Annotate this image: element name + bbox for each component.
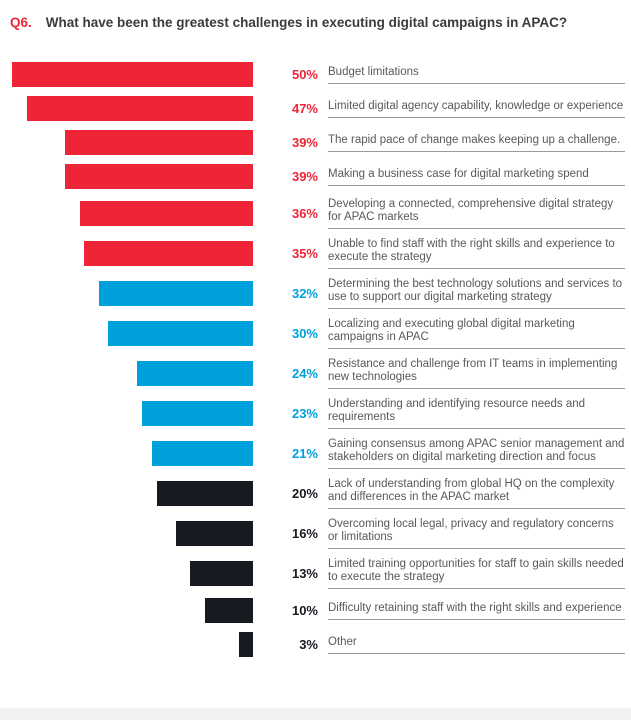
bar-track — [0, 62, 253, 87]
challenge-label: Other — [328, 636, 625, 654]
bar-track — [0, 321, 253, 346]
chart-row: 50% Budget limitations — [0, 62, 631, 87]
challenge-label: Overcoming local legal, privacy and regu… — [328, 518, 625, 549]
chart-row: 13% Limited training opportunities for s… — [0, 558, 631, 589]
percent-label: 50% — [291, 66, 318, 82]
challenge-label: Limited digital agency capability, knowl… — [328, 100, 625, 118]
challenge-label: Developing a connected, comprehensive di… — [328, 198, 625, 229]
chart-row: 39% Making a business case for digital m… — [0, 164, 631, 189]
bar-chart: 50% Budget limitations 47% Limited digit… — [0, 62, 631, 657]
bar — [175, 521, 253, 546]
bar-track — [0, 241, 253, 266]
chart-row: 35% Unable to find staff with the right … — [0, 238, 631, 269]
percent-label: 32% — [291, 285, 318, 301]
bar — [108, 321, 253, 346]
page-title: Q6. What have been the greatest challenge… — [0, 0, 631, 32]
bar-track — [0, 401, 253, 426]
percent-label: 30% — [291, 325, 318, 341]
challenge-label: Making a business case for digital marke… — [328, 168, 625, 186]
percent-label: 24% — [291, 365, 318, 381]
bar — [238, 632, 253, 657]
bar — [98, 281, 253, 306]
bar — [137, 361, 253, 386]
bar-track — [0, 521, 253, 546]
bar — [151, 441, 253, 466]
percent-label: 13% — [291, 565, 318, 581]
challenge-label: Localizing and executing global digital … — [328, 318, 625, 349]
chart-row: 20% Lack of understanding from global HQ… — [0, 478, 631, 509]
bar-track — [0, 281, 253, 306]
percent-label: 39% — [291, 168, 318, 184]
section-divider — [0, 708, 631, 720]
bar-track — [0, 164, 253, 189]
chart-rows: 50% Budget limitations 47% Limited digit… — [0, 62, 631, 657]
bar — [142, 401, 253, 426]
percent-label: 35% — [291, 245, 318, 261]
percent-label: 16% — [291, 525, 318, 541]
chart-row: 36% Developing a connected, comprehensiv… — [0, 198, 631, 229]
chart-row: 21% Gaining consensus among APAC senior … — [0, 438, 631, 469]
percent-label: 47% — [291, 100, 318, 116]
percent-label: 21% — [291, 445, 318, 461]
bar-track — [0, 130, 253, 155]
challenge-label: Resistance and challenge from IT teams i… — [328, 358, 625, 389]
percent-label: 23% — [291, 405, 318, 421]
bar-track — [0, 96, 253, 121]
chart-row: 39% The rapid pace of change makes keepi… — [0, 130, 631, 155]
percent-label: 36% — [291, 205, 318, 221]
bar — [190, 561, 253, 586]
challenge-label: Understanding and identifying resource n… — [328, 398, 625, 429]
bar — [79, 201, 253, 226]
bar — [26, 96, 253, 121]
challenge-label: Lack of understanding from global HQ on … — [328, 478, 625, 509]
percent-label: 3% — [299, 636, 318, 652]
chart-row: 24% Resistance and challenge from IT tea… — [0, 358, 631, 389]
chart-row: 47% Limited digital agency capability, k… — [0, 96, 631, 121]
percent-label: 10% — [291, 602, 318, 618]
chart-row: 10% Difficulty retaining staff with the … — [0, 598, 631, 623]
challenge-label: Limited training opportunities for staff… — [328, 558, 625, 589]
percent-label: 39% — [291, 134, 318, 150]
question-number: Q6. — [10, 15, 32, 30]
bar — [65, 130, 253, 155]
bar-track — [0, 632, 253, 657]
challenge-label: Budget limitations — [328, 66, 625, 84]
bar-track — [0, 441, 253, 466]
bar-track — [0, 361, 253, 386]
challenge-label: The rapid pace of change makes keeping u… — [328, 134, 625, 152]
bar — [204, 598, 253, 623]
bar-track — [0, 561, 253, 586]
bar — [156, 481, 253, 506]
bar-track — [0, 201, 253, 226]
chart-row: 30% Localizing and executing global digi… — [0, 318, 631, 349]
chart-row: 16% Overcoming local legal, privacy and … — [0, 518, 631, 549]
chart-row: 32% Determining the best technology solu… — [0, 278, 631, 309]
chart-row: 23% Understanding and identifying resour… — [0, 398, 631, 429]
question-text: What have been the greatest challenges i… — [45, 15, 568, 30]
chart-row: 3% Other — [0, 632, 631, 657]
challenge-label: Difficulty retaining staff with the righ… — [328, 602, 625, 620]
bar — [12, 62, 253, 87]
percent-label: 20% — [291, 485, 318, 501]
challenge-label: Unable to find staff with the right skil… — [328, 238, 625, 269]
bar-track — [0, 481, 253, 506]
challenge-label: Determining the best technology solution… — [328, 278, 625, 309]
challenge-label: Gaining consensus among APAC senior mana… — [328, 438, 625, 469]
bar-track — [0, 598, 253, 623]
bar — [65, 164, 253, 189]
bar — [84, 241, 253, 266]
